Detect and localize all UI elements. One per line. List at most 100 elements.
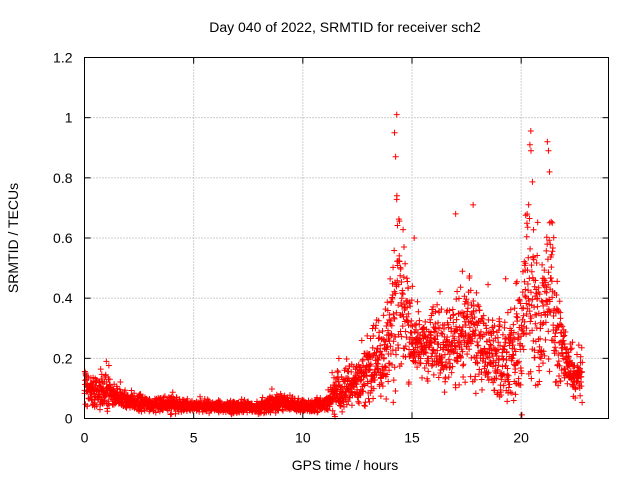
data-point (485, 281, 492, 288)
data-point (558, 345, 565, 352)
data-point (455, 295, 462, 302)
data-point (454, 358, 461, 365)
data-point (535, 284, 542, 291)
data-point (97, 366, 104, 373)
data-point (390, 338, 397, 345)
data-point (101, 397, 108, 404)
x-tick-label: 10 (295, 430, 311, 446)
data-point (268, 385, 275, 392)
data-point (332, 379, 339, 386)
data-point (531, 283, 538, 290)
data-point (579, 399, 586, 406)
data-point (402, 354, 409, 361)
data-point (527, 368, 534, 375)
data-point (515, 375, 522, 382)
data-point (510, 321, 517, 328)
data-point (518, 370, 525, 377)
data-point (408, 329, 415, 336)
data-point (540, 348, 547, 355)
data-point (470, 308, 477, 315)
data-point (543, 297, 550, 304)
data-point (367, 335, 374, 342)
data-point (511, 346, 518, 353)
data-point (555, 382, 562, 389)
data-point (459, 268, 466, 275)
data-point (131, 390, 138, 397)
data-point (543, 234, 550, 241)
data-point (539, 261, 546, 268)
data-point (366, 398, 373, 405)
data-point (366, 350, 373, 357)
data-point (489, 317, 496, 324)
data-point (375, 357, 382, 364)
data-point (528, 262, 535, 269)
data-point (122, 387, 129, 394)
data-point (197, 397, 204, 404)
data-point (471, 314, 478, 321)
data-point (528, 315, 535, 322)
data-point (463, 296, 470, 303)
data-point (387, 343, 394, 350)
data-point (335, 378, 342, 385)
data-point (505, 372, 512, 379)
data-point (543, 289, 550, 296)
data-point (443, 338, 450, 345)
data-point (384, 299, 391, 306)
data-point (434, 347, 441, 354)
data-point (370, 385, 377, 392)
data-point (543, 247, 550, 254)
data-point (526, 275, 533, 282)
data-point (430, 371, 437, 378)
data-point (375, 335, 382, 342)
y-tick-label: 0.6 (53, 230, 73, 246)
data-point (553, 292, 560, 299)
data-point (489, 363, 496, 370)
data-point (545, 281, 552, 288)
data-point (383, 346, 390, 353)
data-point (553, 347, 560, 354)
data-point (484, 370, 491, 377)
data-point (549, 245, 556, 252)
data-point (473, 359, 480, 366)
data-point (479, 386, 486, 393)
y-tick-label: 0.4 (53, 290, 73, 306)
data-point (480, 355, 487, 362)
data-point (329, 369, 336, 376)
data-point (495, 339, 502, 346)
data-point (383, 395, 390, 402)
data-point (405, 310, 412, 317)
data-point (544, 138, 551, 145)
data-point (403, 275, 410, 282)
data-point (492, 335, 499, 342)
data-point (394, 277, 401, 284)
data-point (391, 247, 398, 254)
data-point (521, 278, 528, 285)
data-point (527, 127, 534, 134)
data-point (367, 361, 374, 368)
data-point (514, 314, 521, 321)
data-point (390, 264, 397, 271)
data-point (568, 345, 575, 352)
data-point (391, 364, 398, 371)
data-point (348, 368, 355, 375)
data-point (491, 387, 498, 394)
data-point (460, 313, 467, 320)
data-point (397, 272, 404, 279)
data-point (561, 332, 568, 339)
data-point (233, 409, 240, 416)
data-point (528, 375, 535, 382)
data-point (559, 323, 566, 330)
data-point (409, 283, 416, 290)
data-point (483, 325, 490, 332)
y-tick-label: 0.2 (53, 350, 73, 366)
data-point (462, 330, 469, 337)
data-point (411, 235, 418, 241)
data-point (452, 210, 459, 217)
data-point (495, 327, 502, 334)
data-point (432, 308, 439, 315)
data-point (345, 385, 352, 392)
x-tick-label: 20 (513, 430, 529, 446)
data-point (545, 269, 552, 276)
data-point (387, 317, 394, 324)
